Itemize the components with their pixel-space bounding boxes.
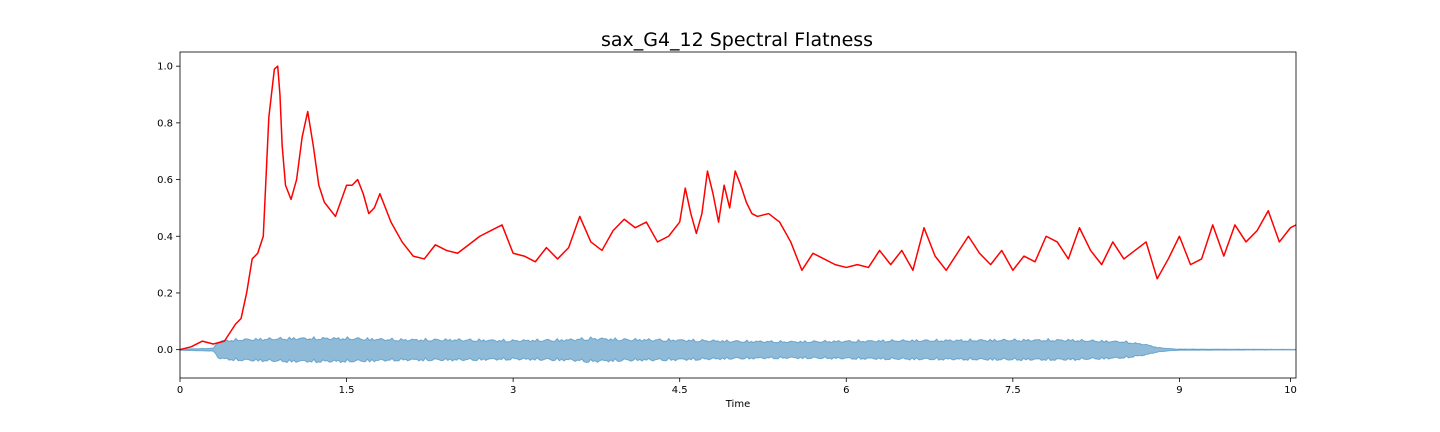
x-tick-label: 4.5 (672, 385, 688, 396)
x-axis-ticks: 0 1.5 3 4.5 6 7.5 9 10 (177, 378, 1297, 396)
y-tick-label: 0.8 (157, 118, 173, 129)
y-axis-ticks: 0.0 0.2 0.4 0.6 0.8 1.0 (157, 62, 180, 356)
waveform-layer (179, 335, 1297, 364)
waveform-envelope (179, 335, 1297, 364)
chart-title: sax_G4_12 Spectral Flatness (601, 29, 873, 51)
x-tick-label: 1.5 (339, 385, 355, 396)
x-tick-label: 7.5 (1005, 385, 1021, 396)
x-axis-label: Time (725, 399, 750, 410)
y-tick-label: 1.0 (157, 62, 173, 73)
y-tick-label: 0.6 (157, 175, 173, 186)
x-tick-label: 9 (1176, 385, 1182, 396)
flatness-line-layer (179, 65, 1297, 351)
spectral-flatness-line (179, 65, 1297, 351)
x-tick-label: 3 (510, 385, 516, 396)
y-tick-label: 0.4 (157, 232, 173, 243)
axes-frame (179, 51, 1297, 379)
plot-area (179, 51, 1297, 379)
y-tick-label: 0.2 (157, 288, 173, 299)
x-tick-label: 6 (843, 385, 849, 396)
x-tick-label: 0 (177, 385, 183, 396)
y-tick-label: 0.0 (157, 345, 173, 356)
x-tick-label: 10 (1284, 385, 1297, 396)
